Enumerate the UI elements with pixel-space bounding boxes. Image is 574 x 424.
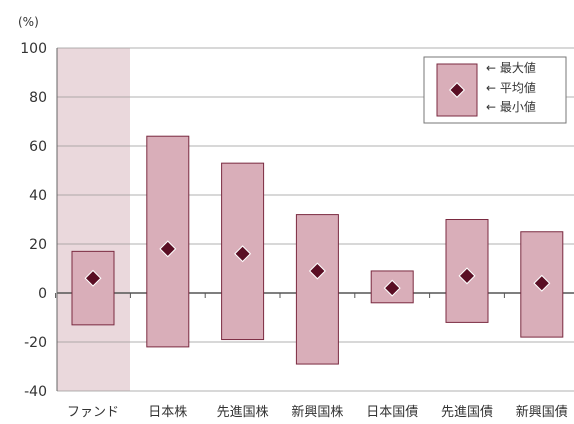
x-category-label: 新興国債 (516, 404, 568, 420)
mean-marker (534, 276, 549, 291)
legend-mean-marker (450, 83, 464, 97)
mean-marker (235, 246, 250, 261)
y-tick-label: 0 (38, 286, 47, 302)
range-bar (295, 214, 339, 365)
x-category-label: 日本国債 (366, 405, 418, 420)
mean-marker (86, 271, 100, 286)
y-tick-label: 60 (29, 139, 47, 155)
mean-marker (310, 263, 325, 278)
y-tick-label: 40 (29, 188, 47, 204)
legend-entry: ← 平均値 (486, 80, 536, 95)
mean-marker (460, 268, 474, 283)
range-bar (71, 250, 115, 326)
y-tick-label: 100 (20, 41, 47, 57)
legend-entry: ← 最小値 (486, 99, 536, 114)
mean-marker (160, 241, 175, 256)
x-category-label: ファンド (67, 405, 119, 420)
x-category-label: 先進国株 (217, 405, 269, 420)
mean-marker (385, 281, 400, 296)
y-tick-label: 80 (29, 90, 47, 106)
highlight-band (57, 48, 130, 391)
y-unit-label: (%) (18, 15, 39, 29)
y-tick-label: 20 (29, 237, 47, 253)
x-category-label: 新興国株 (291, 404, 343, 420)
x-category-label: 先進国債 (441, 405, 493, 420)
x-category-label: 日本株 (148, 405, 187, 420)
legend-entry: ← 最大値 (486, 60, 536, 75)
legend: ← 最大値 ← 平均値 ← 最小値 (423, 56, 567, 124)
y-tick-label: -40 (24, 384, 47, 400)
y-tick-label: -20 (24, 335, 47, 351)
